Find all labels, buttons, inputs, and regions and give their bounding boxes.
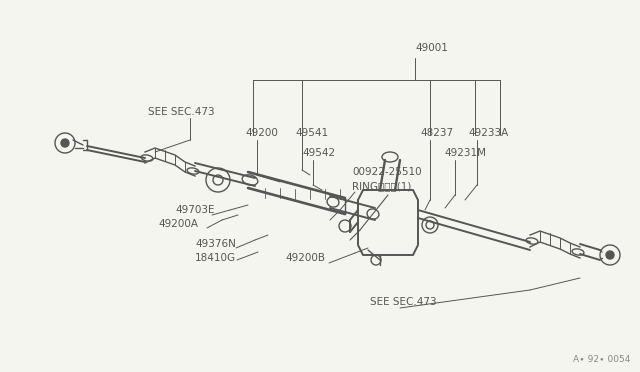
Text: SEE SEC.473: SEE SEC.473: [148, 107, 214, 117]
Text: RINGリング(1): RINGリング(1): [352, 181, 412, 191]
Text: 49703E: 49703E: [175, 205, 214, 215]
Text: 18410G: 18410G: [195, 253, 236, 263]
Text: SEE SEC.473: SEE SEC.473: [370, 297, 436, 307]
Text: 00922-25510: 00922-25510: [352, 167, 422, 177]
Text: 49541: 49541: [295, 128, 328, 138]
Text: 49231M: 49231M: [444, 148, 486, 158]
Text: 49001: 49001: [415, 43, 448, 53]
Text: 49200: 49200: [245, 128, 278, 138]
Text: 49233A: 49233A: [468, 128, 508, 138]
Text: 49542: 49542: [302, 148, 335, 158]
Text: 49376N: 49376N: [195, 239, 236, 249]
Circle shape: [606, 251, 614, 259]
Text: 48237: 48237: [420, 128, 453, 138]
Text: 49200B: 49200B: [285, 253, 325, 263]
Circle shape: [61, 139, 69, 147]
Text: 49200A: 49200A: [158, 219, 198, 229]
Text: A∙ 92∙ 0054: A∙ 92∙ 0054: [573, 355, 630, 364]
